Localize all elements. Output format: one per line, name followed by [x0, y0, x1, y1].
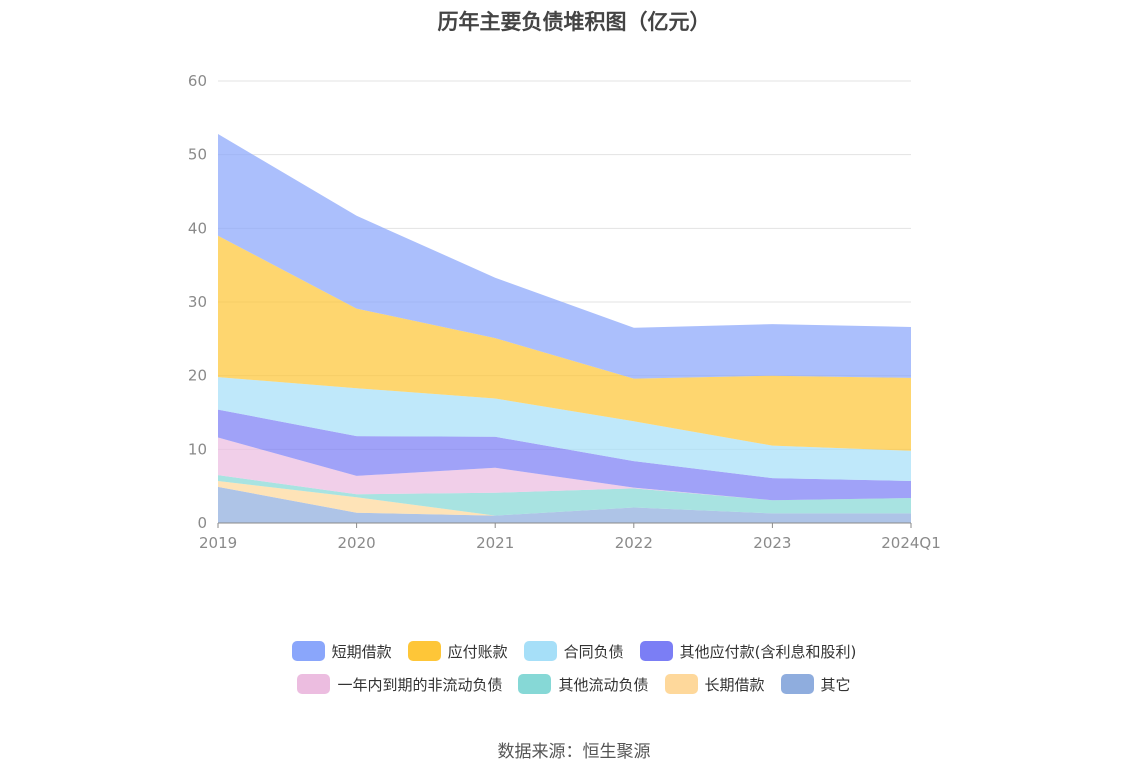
y-tick-label: 60 — [188, 72, 207, 90]
legend-swatch — [407, 641, 441, 661]
area-layer — [218, 134, 911, 523]
legend-item[interactable]: 短期借款 — [291, 641, 392, 662]
area-series — [218, 481, 911, 516]
legend-row: 短期借款 应付账款 合同负债 其他应付款(含利息和股利) — [0, 638, 1148, 664]
axis-layer: 0 10 20 30 40 50 60 2019 2020 2021 2022 2023 2024Q1 — [188, 72, 941, 552]
legend-swatch — [523, 641, 557, 661]
source-note: 数据来源：恒生聚源 — [497, 742, 651, 762]
legend-label: 其他流动负债 — [558, 675, 649, 694]
legend-swatch — [639, 641, 673, 661]
legend: 短期借款 应付账款 合同负债 其他应付款(含利息和股利) 一年内到期的非流动负债 其他流动… — [0, 638, 1148, 704]
legend-label: 短期借款 — [331, 642, 392, 661]
area-series — [218, 409, 911, 501]
x-tick-label: 2020 — [338, 534, 376, 552]
legend-swatch — [664, 674, 698, 694]
area-series — [218, 134, 911, 379]
legend-swatch — [291, 641, 325, 661]
x-tick-label: 2022 — [615, 534, 653, 552]
chart-title: 历年主要负债堆积图（亿元） — [437, 10, 711, 34]
legend-swatch — [518, 674, 552, 694]
area-series — [218, 235, 911, 451]
legend-row: 一年内到期的非流动负债 其他流动负债 长期借款 其它 — [0, 671, 1148, 697]
legend-item[interactable]: 其他流动负债 — [518, 674, 649, 695]
y-tick-label: 30 — [188, 293, 207, 311]
legend-item[interactable]: 一年内到期的非流动负债 — [297, 674, 502, 695]
x-tick-label: 2024Q1 — [881, 534, 941, 552]
x-tick-label: 2021 — [476, 534, 514, 552]
legend-item[interactable]: 其它 — [780, 674, 851, 695]
y-tick-label: 50 — [188, 146, 207, 164]
area-series — [218, 475, 911, 516]
stacked-area-chart: 0 10 20 30 40 50 60 2019 2020 2021 2022 2023 2024Q1 — [188, 72, 941, 552]
area-series — [218, 437, 911, 501]
legend-swatch — [297, 674, 331, 694]
legend-swatch — [780, 674, 814, 694]
legend-item[interactable]: 应付账款 — [407, 641, 508, 662]
legend-label: 其它 — [820, 675, 851, 694]
legend-item[interactable]: 合同负债 — [523, 641, 624, 662]
y-tick-label: 10 — [188, 440, 207, 458]
legend-item[interactable]: 长期借款 — [664, 674, 765, 695]
legend-label: 长期借款 — [704, 675, 765, 694]
x-tick-label: 2019 — [199, 534, 237, 552]
area-series — [218, 486, 911, 523]
x-tick-label: 2023 — [753, 534, 791, 552]
area-series — [218, 377, 911, 481]
legend-label: 一年内到期的非流动负债 — [337, 675, 503, 694]
legend-label: 合同负债 — [563, 642, 624, 661]
y-tick-label: 20 — [188, 367, 207, 385]
y-tick-label: 40 — [188, 219, 207, 237]
legend-label: 应付账款 — [447, 642, 508, 661]
y-tick-label: 0 — [197, 514, 207, 532]
legend-label: 其他应付款(含利息和股利) — [679, 642, 857, 661]
legend-item[interactable]: 其他应付款(含利息和股利) — [639, 641, 857, 662]
